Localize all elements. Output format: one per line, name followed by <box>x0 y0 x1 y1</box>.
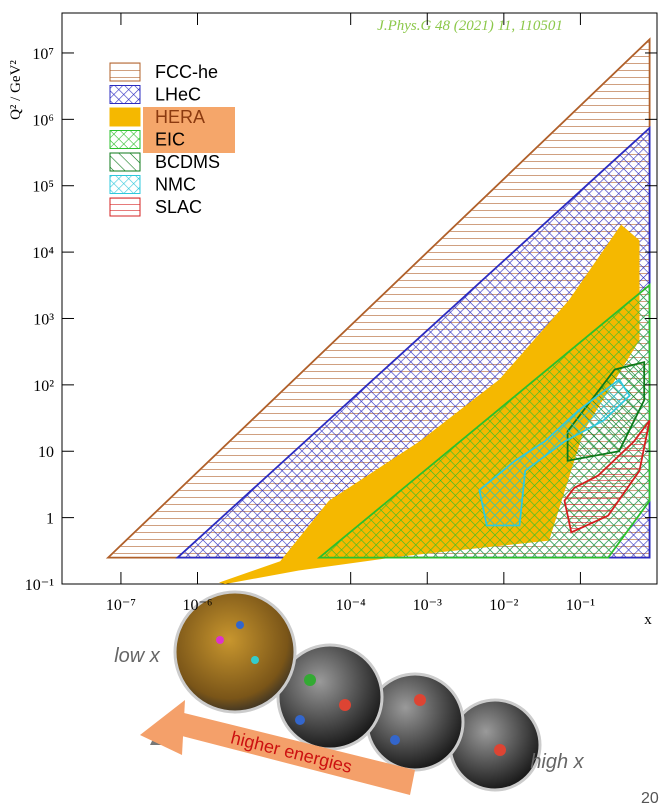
low-x-label: low x <box>114 645 161 667</box>
legend-label: BCDMS <box>155 152 220 172</box>
legend-swatch <box>110 63 140 81</box>
legend-label: EIC <box>155 130 185 150</box>
x-tick-label: 10⁻² <box>489 597 518 614</box>
y-tick-label: 10² <box>33 378 54 395</box>
legend-swatch <box>110 176 140 194</box>
x-tick-label: 10⁻⁶ <box>182 597 212 614</box>
y-tick-label: 10⁷ <box>32 46 54 63</box>
y-tick-label: 10⁻¹ <box>25 577 54 594</box>
y-tick-label: 1 <box>46 511 54 528</box>
page-number: 20 <box>641 790 659 807</box>
legend-label: LHeC <box>155 85 201 105</box>
y-tick-label: 10 <box>38 444 54 461</box>
x-tick-label: 10⁻³ <box>413 597 442 614</box>
page: J.Phys.G 48 (2021) 11, 110501 Q² / GeV² … <box>0 0 664 811</box>
x-axis-label: x <box>644 612 652 628</box>
y-axis-label: Q² / GeV² <box>8 60 24 120</box>
legend-label: HERA <box>155 107 205 127</box>
legend-swatch <box>110 153 140 171</box>
x-tick-label: 10⁻¹ <box>566 597 595 614</box>
legend-swatch <box>110 86 140 104</box>
legend-swatch <box>110 131 140 149</box>
y-tick-label: 10⁴ <box>32 245 54 262</box>
legend-label: FCC-he <box>155 62 218 82</box>
legend-swatch <box>110 198 140 216</box>
legend-swatch <box>110 108 140 126</box>
citation: J.Phys.G 48 (2021) 11, 110501 <box>377 18 563 34</box>
y-tick-label: 10³ <box>33 311 54 328</box>
y-tick-label: 10⁶ <box>32 112 54 129</box>
legend-label: SLAC <box>155 197 202 217</box>
legend-label: NMC <box>155 175 196 195</box>
x-tick-label: 10⁻⁷ <box>106 597 136 614</box>
high-x-label: high x <box>530 751 584 773</box>
x-tick-label: 10⁻⁴ <box>336 597 366 614</box>
y-tick-label: 10⁵ <box>32 179 54 196</box>
